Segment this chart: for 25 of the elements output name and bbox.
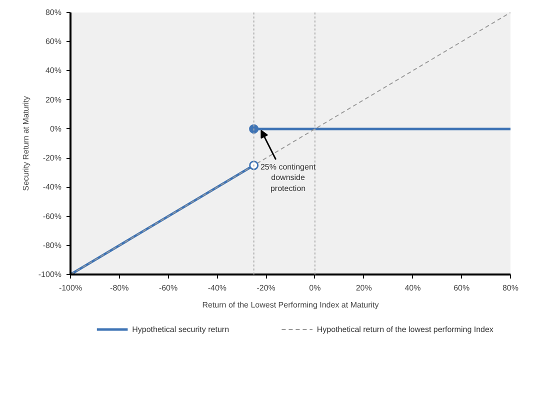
- annotation: 25% contingent downside protection: [260, 162, 316, 194]
- x-tick-label: -60%: [158, 284, 178, 292]
- y-tick-label: -80%: [42, 240, 62, 250]
- y-axis-title: Security Return at Maturity: [21, 96, 30, 191]
- x-tick-label: -20%: [256, 284, 276, 292]
- y-tick-label: 0%: [50, 124, 62, 134]
- x-tick-label: 40%: [404, 284, 421, 292]
- y-tick-label: 60%: [45, 37, 62, 46]
- y-tick-label: -40%: [42, 182, 62, 192]
- x-tick-label: -100%: [58, 284, 82, 292]
- y-tick-label: 80%: [45, 8, 62, 17]
- y-tick-label: -20%: [42, 154, 62, 163]
- y-tick-label: -60%: [42, 212, 62, 221]
- x-tick-label: 60%: [454, 284, 470, 292]
- x-tick-label: -80%: [110, 284, 129, 292]
- x-tick-label: 20%: [356, 284, 372, 292]
- legend-label: Hypothetical security return: [132, 325, 230, 334]
- y-tick-label: 20%: [45, 95, 62, 104]
- y-tick-label: -100%: [38, 270, 62, 279]
- x-tick-label: -40%: [208, 284, 227, 292]
- x-axis-title: Return of the Lowest Performing Index at Maturity: [202, 300, 379, 310]
- y-tick-label: 40%: [45, 66, 62, 76]
- x-tick-label: 80%: [502, 284, 519, 292]
- legend-label: Hypothetical return of the lowest performing Index: [316, 325, 494, 334]
- x-tick-label: 0%: [309, 284, 321, 292]
